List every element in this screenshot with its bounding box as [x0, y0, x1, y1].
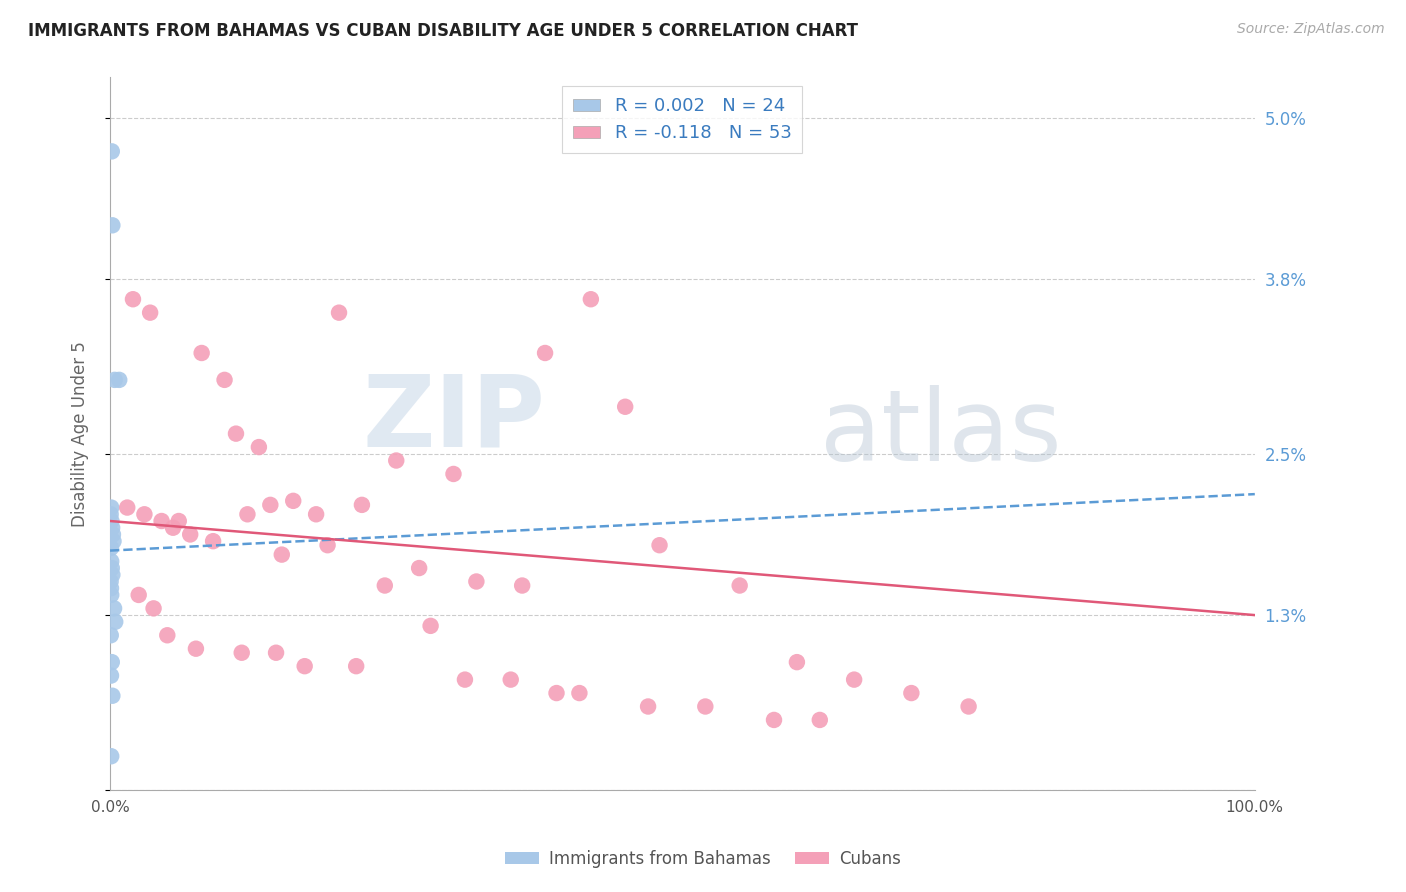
Point [150, 514, 173, 528]
Point [510, 578, 533, 592]
Point [900, 686, 922, 700]
Point [374, 578, 396, 592]
Point [763, 713, 786, 727]
Point [695, 699, 717, 714]
Point [202, 534, 225, 549]
Point [100, 581, 122, 595]
Point [294, 659, 316, 673]
Point [225, 426, 247, 441]
Point [104, 373, 127, 387]
Point [122, 292, 145, 306]
Point [190, 346, 212, 360]
Point [419, 619, 441, 633]
Point [100, 514, 122, 528]
Point [728, 578, 751, 592]
Point [100, 668, 122, 682]
Point [100, 554, 122, 568]
Point [259, 498, 281, 512]
Legend: R = 0.002   N = 24, R = -0.118   N = 53: R = 0.002 N = 24, R = -0.118 N = 53 [562, 87, 803, 153]
Text: ZIP: ZIP [363, 371, 546, 468]
Point [101, 567, 124, 582]
Point [316, 538, 339, 552]
Point [100, 508, 122, 522]
Point [104, 615, 127, 629]
Text: IMMIGRANTS FROM BAHAMAS VS CUBAN DISABILITY AGE UNDER 5 CORRELATION CHART: IMMIGRANTS FROM BAHAMAS VS CUBAN DISABIL… [28, 22, 858, 40]
Point [101, 527, 124, 541]
Point [162, 521, 184, 535]
Point [100, 574, 122, 589]
Point [142, 601, 165, 615]
Point [283, 493, 305, 508]
Point [579, 292, 602, 306]
Point [100, 749, 122, 764]
Point [134, 508, 156, 522]
Point [808, 713, 831, 727]
Point [100, 500, 122, 515]
Point [100, 628, 122, 642]
Y-axis label: Disability Age Under 5: Disability Age Under 5 [72, 341, 89, 526]
Point [499, 673, 522, 687]
Point [108, 373, 131, 387]
Point [139, 306, 162, 320]
Point [614, 400, 637, 414]
Point [637, 699, 659, 714]
Point [231, 646, 253, 660]
Legend: Immigrants from Bahamas, Cubans: Immigrants from Bahamas, Cubans [499, 844, 907, 875]
Point [443, 467, 465, 481]
Point [117, 500, 139, 515]
Point [103, 534, 125, 549]
Text: Source: ZipAtlas.com: Source: ZipAtlas.com [1237, 22, 1385, 37]
Point [101, 561, 124, 575]
Point [101, 145, 124, 159]
Point [648, 538, 671, 552]
Point [305, 508, 328, 522]
Point [236, 508, 259, 522]
Point [179, 527, 201, 541]
Point [546, 686, 568, 700]
Point [350, 498, 373, 512]
Point [842, 673, 865, 687]
Text: atlas: atlas [820, 385, 1062, 483]
Point [167, 514, 190, 528]
Point [408, 561, 430, 575]
Point [100, 588, 122, 602]
Point [103, 601, 125, 615]
Point [100, 541, 122, 555]
Point [328, 306, 350, 320]
Point [184, 641, 207, 656]
Point [101, 521, 124, 535]
Point [534, 346, 557, 360]
Point [454, 673, 477, 687]
Point [786, 655, 808, 669]
Point [344, 659, 367, 673]
Point [568, 686, 591, 700]
Point [101, 689, 124, 703]
Point [465, 574, 488, 589]
Point [247, 440, 270, 454]
Point [270, 548, 292, 562]
Point [101, 655, 124, 669]
Point [156, 628, 179, 642]
Point [214, 373, 236, 387]
Point [385, 453, 408, 467]
Point [957, 699, 980, 714]
Point [101, 219, 124, 233]
Point [128, 588, 150, 602]
Point [264, 646, 287, 660]
